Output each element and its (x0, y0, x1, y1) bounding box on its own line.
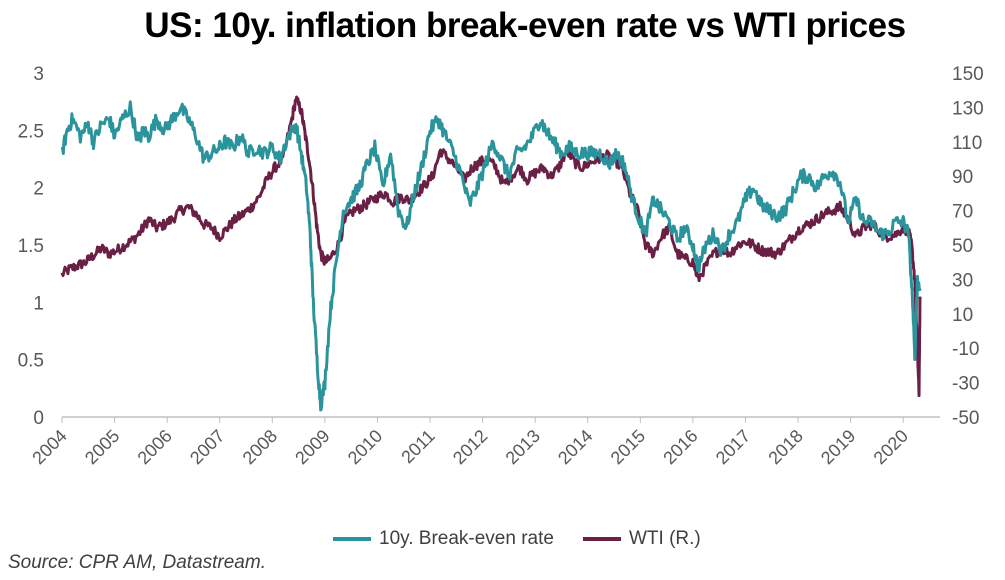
x-tick-label: 2010 (344, 426, 386, 468)
series-line-wti (60, 95, 922, 398)
x-tick-label: 2005 (81, 426, 123, 468)
x-tick-label: 2007 (186, 426, 228, 468)
x-tick-label: 2009 (291, 426, 333, 468)
x-tick-label: 2020 (870, 426, 912, 468)
y-left-tick-label: 1 (33, 293, 44, 314)
x-tick-label: 2011 (397, 426, 439, 468)
y-right-tick-label: 50 (952, 236, 973, 257)
x-tick-label: 2019 (817, 426, 859, 468)
y-right-tick-label: 90 (952, 167, 973, 188)
x-tick-label: 2015 (607, 426, 649, 468)
legend-swatch-breakeven (333, 537, 371, 541)
y-left-tick-label: 2.5 (18, 121, 44, 142)
legend-label-wti: WTI (R.) (629, 528, 701, 549)
x-tick-label: 2013 (502, 426, 544, 468)
y-right-tick-label: 150 (952, 64, 984, 85)
y-left-tick-label: 2 (33, 179, 44, 200)
legend-item-wti: WTI (R.) (583, 528, 701, 550)
y-right-tick-label: 110 (952, 133, 982, 154)
x-tick-label: 2016 (659, 426, 701, 468)
x-tick-label: 2017 (712, 426, 754, 468)
x-tick-label: 2004 (28, 426, 70, 468)
chart-title: US: 10y. inflation break-even rate vs WT… (144, 6, 906, 45)
x-tick-label: 2018 (764, 426, 806, 468)
y-right-tick-label: 30 (952, 270, 973, 291)
y-right-tick-label: -30 (952, 374, 979, 395)
y-left-tick-label: 0.5 (18, 351, 44, 372)
legend-label-breakeven: 10y. Break-even rate (379, 528, 554, 549)
y-right-tick-label: -10 (952, 339, 979, 360)
y-right-tick-label: 70 (952, 202, 973, 223)
y-left-tick-label: 0 (33, 408, 44, 429)
y-right-tick-label: 10 (952, 305, 973, 326)
y-left-tick-label: 3 (33, 64, 44, 85)
x-tick-label: 2012 (449, 426, 491, 468)
chart-legend: 10y. Break-even rate WTI (R.) (0, 528, 1005, 552)
legend-swatch-wti (583, 537, 621, 541)
y-right-tick-label: -50 (952, 408, 979, 429)
y-right-tick-label: 130 (952, 98, 984, 119)
legend-item-breakeven: 10y. Break-even rate (333, 528, 554, 550)
x-tick-label: 2014 (554, 426, 596, 468)
source-note: Source: CPR AM, Datastream. (8, 552, 266, 573)
x-tick-label: 2006 (134, 426, 176, 468)
x-tick-label: 2008 (239, 426, 281, 468)
series-line-breakeven (60, 100, 922, 412)
y-left-tick-label: 1.5 (18, 236, 44, 257)
